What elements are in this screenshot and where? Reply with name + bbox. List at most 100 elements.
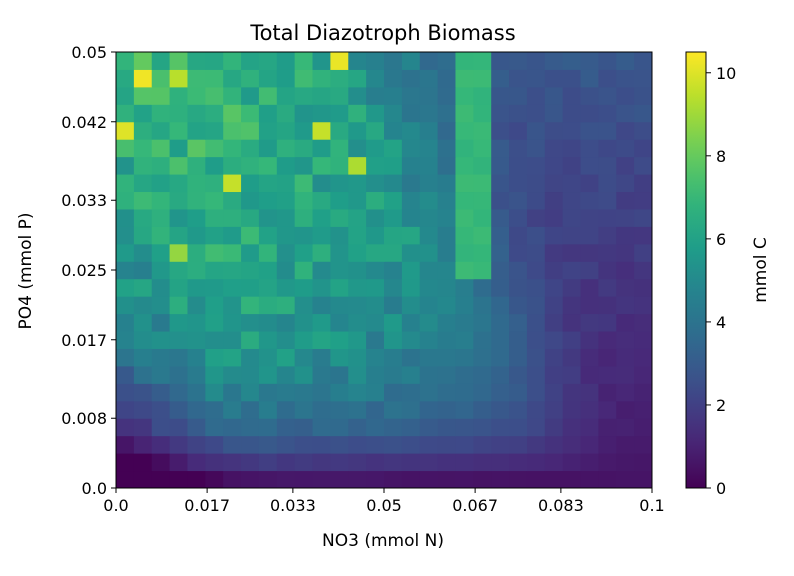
heatmap-cell [366,383,385,402]
heatmap-cell [473,418,492,437]
heatmap-cell [348,104,367,123]
heatmap-cell [491,121,510,140]
heatmap-cell [294,400,314,419]
heatmap-cell [473,69,492,88]
heatmap-cell [241,69,260,88]
heatmap-cell [205,365,224,384]
heatmap-cell [616,121,635,140]
heatmap-cell [598,261,617,280]
heatmap-cell [509,139,528,158]
heatmap-cell [223,243,242,262]
heatmap-cell [258,331,278,349]
heatmap-cell [544,226,564,245]
heatmap-cell [169,418,188,437]
heatmap-cell [276,52,296,70]
heatmap-cell [223,226,242,245]
heatmap-cell [116,313,135,332]
heatmap-cell [526,470,546,489]
heatmap-cell [473,226,492,245]
heatmap-cell [437,365,456,384]
heatmap-cell [258,191,278,210]
heatmap-cell [437,208,456,227]
heatmap-cell [241,418,260,437]
heatmap-cell [455,383,474,402]
heatmap-cell [616,52,635,70]
heatmap-cell [384,208,403,227]
heatmap-cell [526,261,546,280]
heatmap-cell [241,453,260,472]
heatmap-cell [348,139,367,158]
heatmap-cell [312,69,331,88]
heatmap-cell [366,453,385,472]
heatmap-cell [598,174,617,193]
heatmap-cell [366,86,385,105]
y-tick-label: 0.0 [82,479,107,498]
heatmap-cell [133,104,153,123]
heatmap-cell [116,226,135,245]
heatmap-cell [473,261,492,280]
heatmap-cell [187,69,206,88]
heatmap-cell [276,104,296,123]
heatmap-cell [401,470,421,489]
x-tick-label: 0.05 [366,496,402,515]
heatmap-cell [491,278,510,297]
heatmap-cell [401,278,421,297]
heatmap-cell [241,331,260,349]
heatmap-cell [241,208,260,227]
heatmap-cell [294,470,314,489]
heatmap-cell [348,86,367,105]
heatmap-cell [616,261,635,280]
heatmap-cell [401,191,421,210]
heatmap-cell [330,383,349,402]
heatmap-cell [205,278,224,297]
heatmap-cell [258,418,278,437]
heatmap-cell [151,208,171,227]
heatmap-cell [491,69,510,88]
heatmap-cell [116,470,135,489]
heatmap-cell [544,400,564,419]
heatmap-cell [330,139,349,158]
heatmap-cell [384,261,403,280]
heatmap-cell [312,331,331,349]
heatmap-cell [616,156,635,175]
heatmap-cell [366,296,385,315]
heatmap-cell [598,86,617,105]
heatmap-cell [580,365,599,384]
heatmap-cell [491,435,510,454]
heatmap-cell [330,174,349,193]
heatmap-cell [580,418,599,437]
heatmap-cell [169,365,188,384]
heatmap-cell [384,86,403,105]
heatmap-cell [491,208,510,227]
heatmap-cell [366,435,385,454]
heatmap-cell [598,156,617,175]
heatmap-cell [241,156,260,175]
heatmap-cell [348,435,367,454]
heatmap-cell [223,453,242,472]
heatmap-cell [473,296,492,315]
heatmap-cell [133,139,153,158]
heatmap-cell [634,331,653,349]
heatmap-cell [544,383,564,402]
heatmap-cell [330,453,349,472]
heatmap-cell [348,278,367,297]
heatmap-cell [401,121,421,140]
heatmap-cell [526,104,546,123]
heatmap-cell [401,365,421,384]
heatmap-cell [634,278,653,297]
heatmap-cell [348,208,367,227]
heatmap-cell [634,191,653,210]
heatmap-cell [437,435,456,454]
colorbar-tick-label: 10 [716,64,736,83]
heatmap-cell [258,313,278,332]
heatmap-cell [401,243,421,262]
heatmap-cell [384,139,403,158]
chart-title: Total Diazotroph Biomass [249,21,515,45]
heatmap-cell [580,86,599,105]
heatmap-cell [116,365,135,384]
heatmap-cell [258,174,278,193]
heatmap-cell [330,331,349,349]
heatmap-cell [330,261,349,280]
heatmap-cell [491,313,510,332]
heatmap-cell [223,69,242,88]
